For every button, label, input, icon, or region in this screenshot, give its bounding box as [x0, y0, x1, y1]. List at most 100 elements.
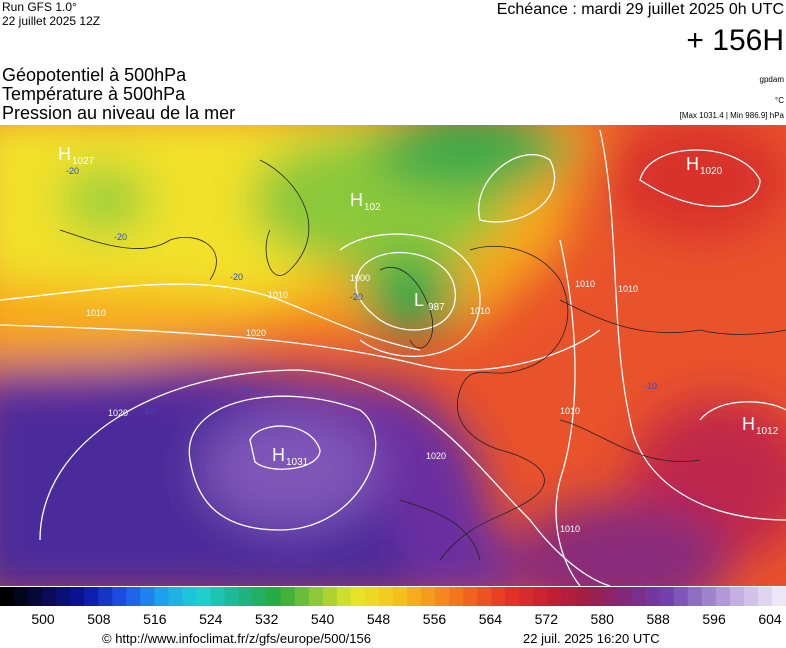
colorbar-label: 572: [535, 611, 559, 627]
colorbar-swatch: [435, 587, 450, 606]
colorbar-label: 524: [199, 611, 223, 627]
colorbar-swatch: [687, 587, 703, 606]
temperature-label: -10: [142, 406, 155, 416]
pressure-center-kind: H: [272, 445, 285, 465]
colorbar-swatch: [743, 587, 759, 606]
colorbar-swatch: [238, 587, 254, 606]
colorbar-swatch: [659, 587, 675, 606]
pressure-center-value: 1012: [756, 426, 779, 437]
colorbar-swatch: [112, 587, 127, 606]
colorbar: 500 508 516 524 532 540 548 556 564 572 580 588 596 6…: [0, 587, 786, 627]
colorbar-swatch: [252, 587, 268, 606]
pressure-center-kind: H: [742, 414, 755, 434]
isobar-label: 1010: [268, 290, 288, 300]
colorbar-swatch: [14, 587, 29, 606]
temperature-label: -20: [114, 232, 127, 242]
source-url: © http://www.infoclimat.fr/z/gfs/europe/…: [102, 631, 371, 646]
colorbar-swatch: [645, 587, 661, 606]
layer-unit: gpdam: [760, 75, 785, 84]
colorbar-swatch: [308, 587, 324, 606]
map: [0, 125, 786, 586]
isobar-label: 1010: [470, 306, 490, 316]
colorbar-swatch: [84, 587, 99, 606]
colorbar-swatch: [42, 587, 57, 606]
colorbar-swatch: [533, 587, 548, 606]
colorbar-swatch: [491, 587, 506, 606]
colorbar-swatch: [364, 587, 380, 606]
pressure-center-kind: L: [414, 290, 424, 310]
colorbar-swatch: [673, 587, 689, 606]
temperature-label: -20: [66, 166, 79, 176]
colorbar-swatch: [70, 587, 85, 606]
isobar-label: 1010: [560, 406, 580, 416]
colorbar-swatch: [378, 587, 394, 606]
colorbar-swatch: [575, 587, 590, 606]
colorbar-swatch: [322, 587, 338, 606]
temperature-label: -20: [350, 292, 363, 302]
temperature-label: -10: [644, 381, 657, 391]
layer-unit: [Max 1031.4 | Min 986.9] hPa: [680, 111, 785, 120]
colorbar-swatch: [350, 587, 366, 606]
colorbar-label: 548: [367, 611, 391, 627]
colorbar-swatch: [701, 587, 717, 606]
colorbar-swatch: [154, 587, 169, 606]
colorbar-label: 556: [423, 611, 447, 627]
colorbar-swatch: [98, 587, 113, 606]
colorbar-swatch: [224, 587, 240, 606]
colorbar-label: 604: [758, 611, 782, 627]
isobar-label: 1020: [108, 408, 128, 418]
colorbar-swatch: [729, 587, 745, 606]
colorbar-swatch: [168, 587, 183, 606]
colorbar-swatch: [294, 587, 310, 606]
colorbar-swatch: [196, 587, 212, 606]
colorbar-swatch: [210, 587, 226, 606]
colorbar-swatch: [182, 587, 197, 606]
colorbar-swatch: [280, 587, 296, 606]
run-label: Run GFS 1.0°: [2, 0, 77, 14]
colorbar-swatch: [336, 587, 352, 606]
colorbar-swatch: [505, 587, 520, 606]
colorbar-swatch: [126, 587, 141, 606]
colorbar-swatch: [0, 587, 15, 606]
pressure-center-kind: H: [58, 144, 71, 164]
colorbar-swatch: [715, 587, 731, 606]
colorbar-swatch: [421, 587, 436, 606]
isobar-label: 1010: [86, 308, 106, 318]
colorbar-swatch: [477, 587, 492, 606]
colorbar-swatch: [407, 587, 422, 606]
colorbar-label: 532: [255, 611, 279, 627]
colorbar-label: 500: [31, 611, 55, 627]
isobar-label: 1010: [560, 524, 580, 534]
colorbar-swatch: [393, 587, 408, 606]
isobar-label: 1020: [246, 328, 266, 338]
colorbar-label: 516: [143, 611, 167, 627]
isobar-label: 1010: [618, 284, 638, 294]
colorbar-swatch: [28, 587, 43, 606]
colorbar-swatch: [617, 587, 633, 606]
colorbar-swatch: [603, 587, 619, 606]
isobar-label: 1020: [426, 451, 446, 461]
colorbar-swatch: [140, 587, 155, 606]
colorbar-label: 508: [87, 611, 111, 627]
pressure-center-kind: H: [686, 154, 699, 174]
colorbar-swatch: [757, 587, 773, 606]
pressure-center-kind: H: [350, 190, 363, 210]
colorbar-label: 580: [591, 611, 615, 627]
colorbar-swatch: [589, 587, 605, 606]
colorbar-swatch: [561, 587, 576, 606]
layer-unit: °C: [775, 96, 784, 105]
colorbar-label: 596: [702, 611, 726, 627]
colorbar-swatch: [519, 587, 534, 606]
layer-name: Géopotentiel à 500hPa: [2, 65, 187, 85]
layer-name: Pression au niveau de la mer: [2, 103, 235, 123]
pressure-center-value: 1027: [72, 156, 95, 167]
colorbar-swatch: [463, 587, 478, 606]
valid-time: Echéance : mardi 29 juillet 2025 0h UTC: [497, 1, 784, 18]
lead-time: + 156H: [686, 24, 784, 57]
temperature-label: -10: [238, 386, 251, 396]
colorbar-label: 588: [646, 611, 670, 627]
colorbar-swatch: [449, 587, 464, 606]
run-date: 22 juillet 2025 12Z: [2, 14, 100, 28]
